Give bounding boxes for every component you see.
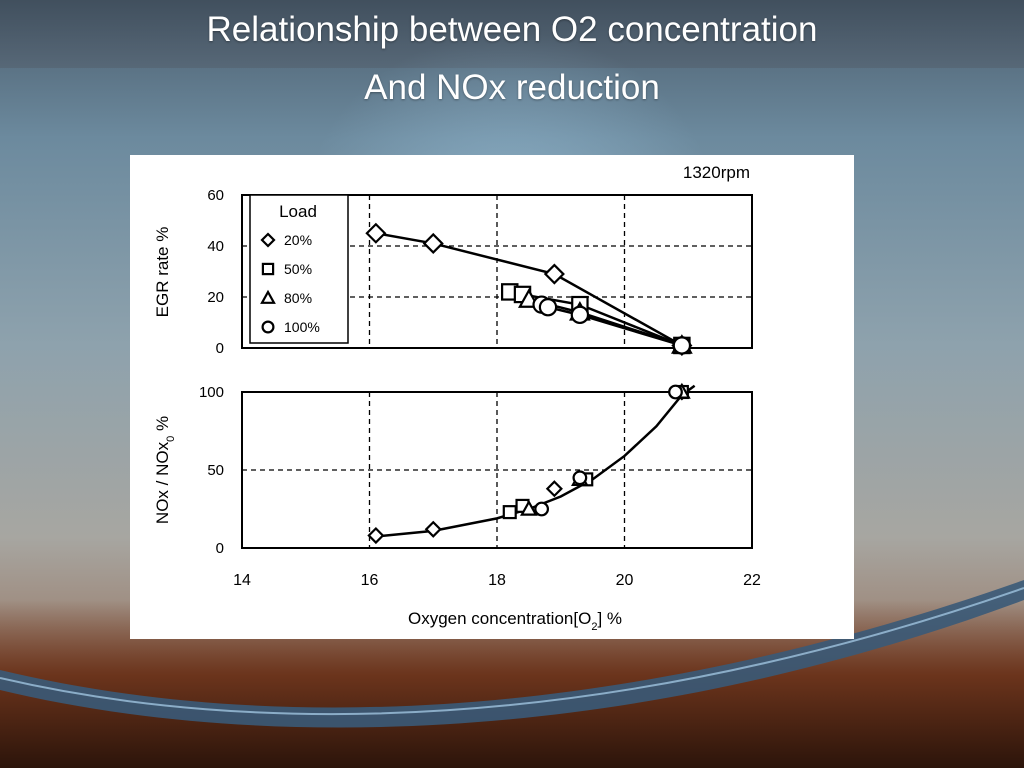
x-axis-label: Oxygen concentration[O2] %: [408, 609, 622, 633]
egr-point-circle: [672, 336, 692, 355]
egr-point-diamond: [543, 263, 565, 285]
egr-y-tick-label: 0: [216, 340, 224, 357]
legend-marker-triangle: [260, 289, 276, 304]
egr-series-line-20%: [375, 232, 683, 347]
egr-point-circle: [538, 297, 558, 317]
slide-title-line2: And NOx reduction: [364, 68, 660, 107]
egr-plot-frame: [241, 194, 753, 349]
nox-plot-frame: [241, 391, 753, 549]
nox-point-circle: [572, 470, 588, 486]
nox-fit-curve: [369, 384, 696, 539]
legend-marker-square: [261, 262, 275, 276]
nox-point-diamond: [545, 480, 563, 498]
egr-y-tick-label: 40: [207, 238, 224, 255]
egr-series-line-100%: [541, 303, 683, 347]
egr-y-tick-label: 60: [207, 187, 224, 204]
slide-title-line1: Relationship between O2 concentration: [206, 10, 818, 49]
egr-y-tick-label: 20: [207, 289, 224, 306]
nox-point-square: [502, 505, 517, 520]
chart-panel: 0 20 40 60 0 50 100 1320rpm EGR rate % NOx / NOx0…: [130, 155, 854, 639]
x-tick-label: 18: [488, 572, 506, 589]
nox-y-tick-label: 0: [216, 540, 224, 557]
nox-y-tick-label: 100: [199, 384, 224, 401]
chart-svg: 0 20 40 60 0 50 100 1320rpm EGR rate % NOx / NOx0…: [153, 163, 761, 633]
legend-marker-diamond: [260, 232, 276, 248]
x-tick-label: 20: [616, 572, 634, 589]
nox-point-circle: [534, 501, 550, 517]
egr-point-diamond: [422, 232, 444, 255]
decorative-swoosh: [0, 580, 1024, 728]
egr-y-axis-label: EGR rate %: [153, 227, 172, 318]
legend-label: 100%: [284, 319, 320, 335]
nox-point-diamond: [367, 526, 385, 545]
nox-point-diamond: [424, 520, 442, 538]
legend-label: 20%: [284, 232, 312, 248]
nox-y-axis-label: NOx / NOx0 %: [153, 416, 177, 524]
nox-point-circle: [668, 384, 683, 400]
nox-point-triangle: [520, 499, 538, 516]
nox-y-tick-label: 50: [207, 462, 224, 479]
legend-label: 80%: [284, 290, 312, 306]
x-tick-label: 14: [233, 572, 251, 589]
legend-label: 50%: [284, 261, 312, 277]
egr-point-circle: [570, 305, 590, 325]
legend-title: Load: [279, 202, 317, 221]
egr-point-diamond: [365, 222, 387, 244]
x-tick-label: 16: [361, 572, 379, 589]
x-tick-label: 22: [743, 572, 761, 589]
legend-marker-circle: [261, 320, 275, 334]
chart-annotation-rpm: 1320rpm: [683, 163, 750, 182]
